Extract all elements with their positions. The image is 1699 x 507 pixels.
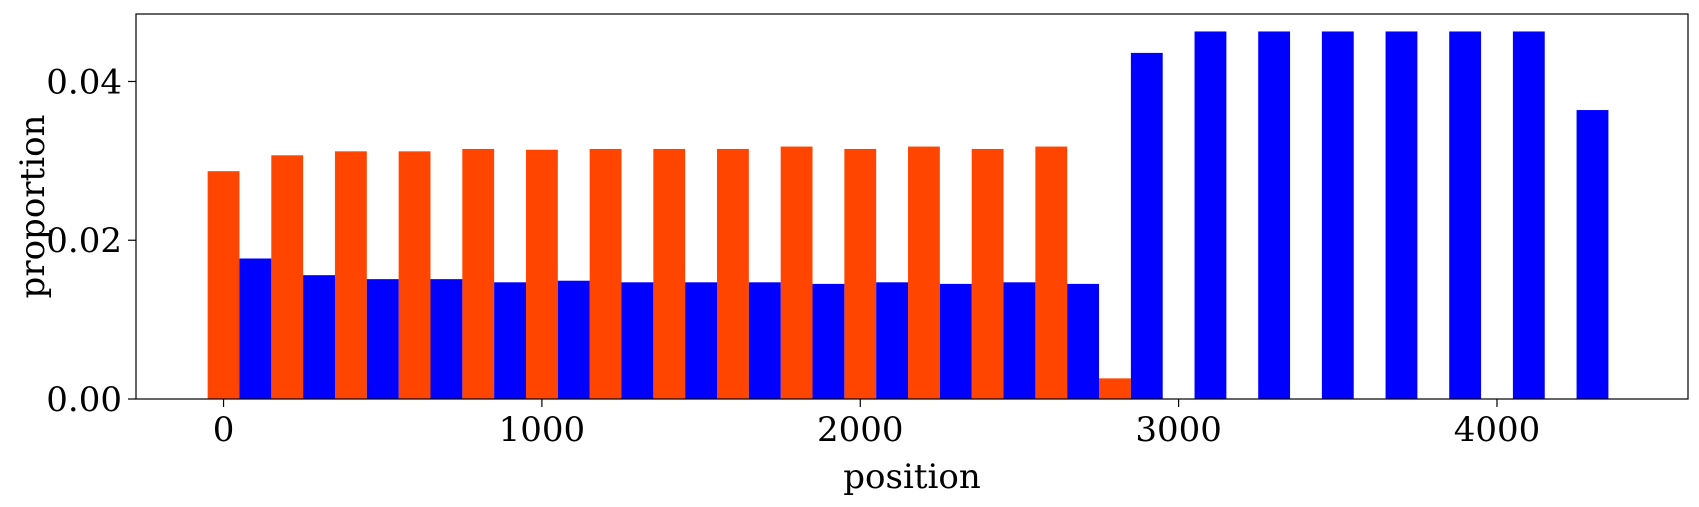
bar-series-0-1 xyxy=(271,155,304,399)
bars-layer xyxy=(207,31,1609,399)
bar-series-0-14 xyxy=(1099,378,1131,399)
x-axis-label: position xyxy=(843,457,980,497)
bar-series-0-9 xyxy=(780,146,813,399)
plot-frame xyxy=(135,13,1689,400)
bar-series-1-17 xyxy=(1321,31,1354,399)
bar-series-1-14 xyxy=(1130,52,1163,399)
bar-series-0-11 xyxy=(908,146,940,399)
bar-series-1-9 xyxy=(812,283,845,399)
bar-series-1-10 xyxy=(876,282,909,399)
bar-series-1-12 xyxy=(1003,282,1036,399)
bar-series-1-16 xyxy=(1258,31,1291,399)
x-tick-label: 2000 xyxy=(817,410,904,450)
bar-series-1-13 xyxy=(1067,283,1100,399)
x-tick-label: 4000 xyxy=(1454,410,1541,450)
y-tick-label: 0.00 xyxy=(46,380,122,420)
bar-series-0-8 xyxy=(717,148,749,399)
bar-series-1-20 xyxy=(1512,31,1545,399)
bar-series-1-0 xyxy=(239,258,272,399)
bar-series-0-4 xyxy=(462,148,495,399)
bar-series-1-2 xyxy=(366,279,399,399)
y-tick-label: 0.04 xyxy=(46,62,122,102)
bar-series-0-13 xyxy=(1035,146,1068,399)
bar-series-0-5 xyxy=(525,149,558,399)
bar-series-1-7 xyxy=(685,282,718,399)
bar-series-1-3 xyxy=(430,279,463,399)
bar-series-1-1 xyxy=(303,275,335,399)
x-tick-label: 3000 xyxy=(1135,410,1222,450)
axes-layer: 0 1000 2000 3000 4000 0.00 0.02 0.04 xyxy=(46,62,1540,450)
bar-series-0-3 xyxy=(398,151,431,399)
bar-series-1-21 xyxy=(1576,110,1609,399)
bar-series-0-0 xyxy=(207,171,240,399)
bar-series-1-19 xyxy=(1449,31,1482,399)
bar-series-1-5 xyxy=(557,280,590,399)
bar-series-0-7 xyxy=(653,148,686,399)
bar-series-0-12 xyxy=(971,148,1004,399)
bar-series-0-6 xyxy=(589,148,622,399)
y-axis-label: proportion xyxy=(13,115,53,299)
bar-series-1-18 xyxy=(1385,31,1418,399)
bar-series-0-2 xyxy=(334,151,367,399)
x-tick-label: 1000 xyxy=(499,410,586,450)
bar-series-1-11 xyxy=(939,283,972,399)
x-tick-label: 0 xyxy=(213,410,235,450)
bar-series-1-6 xyxy=(621,282,654,399)
bar-series-1-8 xyxy=(748,282,781,399)
y-tick-label: 0.02 xyxy=(46,221,122,261)
bar-series-1-4 xyxy=(494,282,526,399)
bar-series-0-10 xyxy=(844,148,877,399)
bar-series-1-15 xyxy=(1194,31,1227,399)
